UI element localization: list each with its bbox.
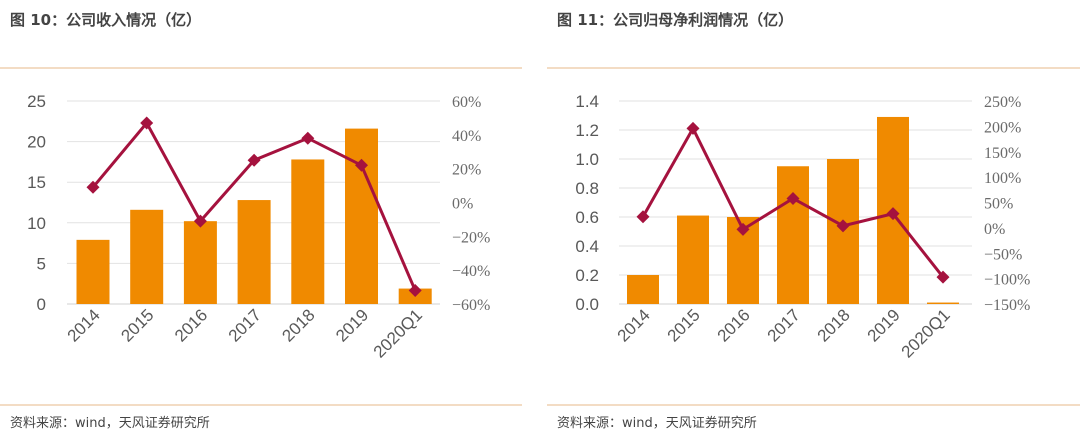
growth-marker: [193, 214, 207, 228]
right-axis-tick-label: −100%: [984, 272, 1030, 289]
bar: [76, 239, 110, 304]
right-axis-tick-label: 0%: [984, 221, 1005, 238]
right-axis-tick-label: 100%: [984, 170, 1021, 187]
x-axis-tick-label: 2014: [64, 305, 104, 345]
growth-marker: [936, 270, 950, 284]
left-axis-tick-label: 1.0: [575, 150, 599, 169]
right-axis-tick-label: −60%: [452, 297, 490, 314]
bar: [927, 302, 959, 304]
bottom-divider: [0, 404, 522, 406]
revenue-chart: 0 5 10 15 20 25 −60% −40% −20% 0% 20% 40% 60% 2014 201…: [27, 92, 490, 362]
left-axis-tick-label: 5: [37, 254, 46, 273]
growth-marker: [140, 116, 154, 130]
right-axis-tick-label: 0%: [452, 196, 473, 213]
top-divider: [547, 67, 1080, 69]
x-axis-tick-label: 2017: [225, 305, 265, 345]
right-axis-tick-label: 40%: [452, 128, 481, 145]
right-axis-tick-label: −150%: [984, 297, 1030, 314]
right-axis-tick-label: 60%: [452, 94, 481, 111]
left-axis-tick-label: 0.6: [575, 208, 599, 227]
right-axis-tick-label: 150%: [984, 145, 1021, 162]
net-profit-chart: 0.0 0.2 0.4 0.6 0.8 1.0 1.2 1.4 −150% −100% −50% 0%…: [575, 92, 1030, 362]
x-axis-tick-label: 2016: [171, 305, 211, 345]
growth-marker: [301, 131, 315, 145]
left-axis-tick-label: 0.4: [575, 237, 599, 256]
growth-marker: [836, 219, 850, 233]
bar: [345, 128, 378, 304]
right-axis-tick-label: 50%: [984, 196, 1013, 213]
x-axis-tick-label: 2016: [714, 305, 754, 345]
chart-panel-net-profit: 图 11：公司归母净利润情况（亿） 0.0 0.2 0.4 0.6 0.8 1.0 1.2 1…: [547, 0, 1080, 444]
right-axis-tick-label: −50%: [984, 246, 1022, 263]
left-axis-tick-label: 1.4: [575, 92, 599, 111]
x-axis-tick-label: 2015: [117, 305, 157, 345]
x-axis-tick-label: 2017: [764, 305, 804, 345]
bar: [291, 159, 325, 304]
growth-marker: [636, 210, 650, 224]
right-axis-tick-label: 250%: [984, 94, 1021, 111]
left-axis-tick-label: 10: [27, 214, 46, 233]
growth-marker: [86, 180, 100, 194]
x-axis-tick-label: 2018: [278, 305, 318, 345]
left-axis-tick-label: 0.8: [575, 179, 599, 198]
right-axis-tick-label: −20%: [452, 229, 490, 246]
left-axis-tick-label: 15: [27, 173, 46, 192]
left-axis-tick-label: 25: [27, 92, 46, 111]
chart-panel-revenue: 图 10：公司收入情况（亿） 0 5 10 15 20 25 −60% −40% −20% 0% 2…: [0, 0, 522, 444]
bar: [677, 215, 709, 304]
bottom-divider: [547, 404, 1080, 406]
bar: [130, 209, 164, 304]
bar: [777, 166, 809, 304]
bar: [183, 221, 217, 304]
x-axis-tick-label: 2019: [332, 305, 372, 345]
source-note: 资料来源：wind，天风证券研究所: [557, 416, 757, 431]
top-divider: [0, 67, 522, 69]
left-axis-tick-label: 20: [27, 133, 46, 152]
bar: [237, 200, 271, 304]
chart-title: 图 11：公司归母净利润情况（亿）: [557, 11, 794, 29]
left-axis-tick-label: 0.2: [575, 266, 599, 285]
growth-marker: [886, 207, 900, 221]
right-axis-tick-label: 20%: [452, 162, 481, 179]
x-axis-tick-label: 2014: [614, 305, 654, 345]
growth-marker: [786, 191, 800, 205]
left-axis-tick-label: 0.0: [575, 295, 599, 314]
growth-marker: [686, 121, 700, 135]
growth-marker: [247, 153, 261, 167]
right-axis-tick-label: −40%: [452, 263, 490, 280]
source-note: 资料来源：wind，天风证券研究所: [10, 416, 210, 431]
x-axis-tick-label: 2020Q1: [370, 305, 426, 361]
growth-marker: [736, 222, 750, 236]
x-axis-tick-label: 2019: [864, 305, 904, 345]
growth-marker: [355, 158, 368, 172]
x-axis-tick-label: 2015: [664, 305, 704, 345]
left-axis-tick-label: 1.2: [575, 121, 599, 140]
x-axis-tick-label: 2018: [814, 305, 854, 345]
growth-marker: [408, 283, 422, 297]
left-axis-tick-label: 0: [37, 295, 46, 314]
bar: [627, 275, 659, 304]
chart-title: 图 10：公司收入情况（亿）: [10, 11, 202, 29]
x-axis-tick-label: 2020Q1: [898, 305, 954, 361]
right-axis-tick-label: 200%: [984, 119, 1021, 136]
